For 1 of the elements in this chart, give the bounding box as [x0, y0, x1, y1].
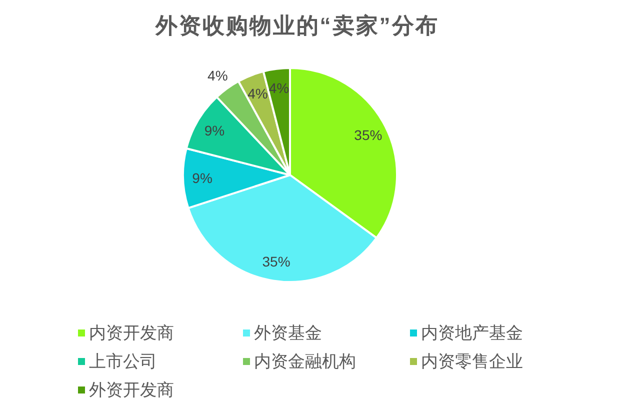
title: 外资收购物业的“卖家”分布: [155, 13, 439, 38]
